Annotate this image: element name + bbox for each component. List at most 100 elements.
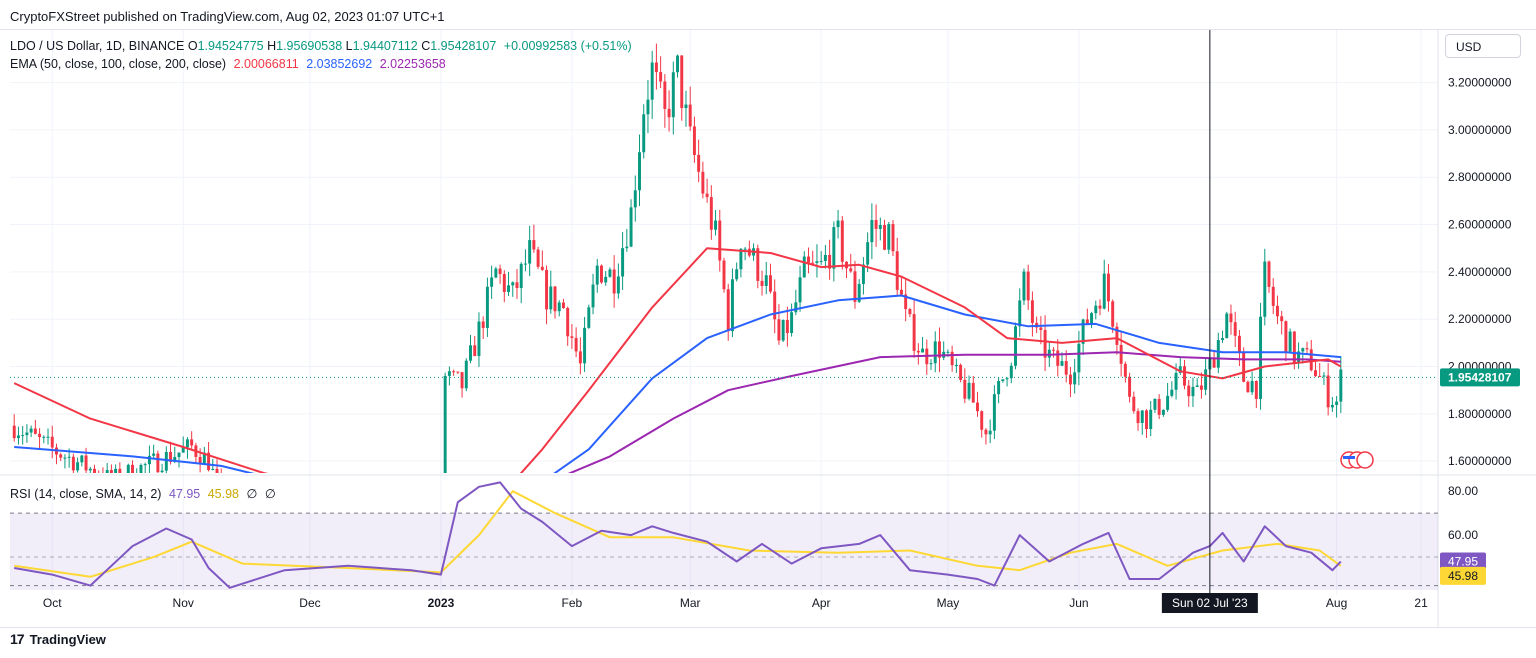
candle xyxy=(126,463,130,473)
ohlc-key-o: O xyxy=(187,39,198,53)
candle xyxy=(71,453,75,473)
candle xyxy=(1309,339,1313,372)
candle-body xyxy=(185,439,189,448)
candle-body xyxy=(1085,319,1089,324)
candle-body xyxy=(502,273,506,293)
candle-body xyxy=(490,277,494,287)
candle-body xyxy=(553,286,557,312)
candle xyxy=(608,267,612,278)
candle xyxy=(1339,355,1343,414)
candle xyxy=(773,279,777,334)
candle-body xyxy=(1060,361,1064,366)
candle-body xyxy=(781,319,785,341)
candle-body xyxy=(828,254,832,269)
candle-body xyxy=(1174,372,1178,390)
candle xyxy=(764,261,768,295)
candle-body xyxy=(532,240,536,250)
candle xyxy=(50,425,54,459)
candle xyxy=(1246,380,1250,393)
candle xyxy=(583,316,587,372)
candle xyxy=(1322,372,1326,385)
candle-body xyxy=(207,452,211,471)
rsi-tick-label: 60.00 xyxy=(1448,528,1478,542)
candle xyxy=(1014,322,1017,370)
candle-body xyxy=(790,312,794,334)
candle-body xyxy=(929,363,933,365)
candle-body xyxy=(540,266,544,270)
ohlc-value-h: 1.95690538 xyxy=(276,39,343,53)
candle-body xyxy=(654,62,658,73)
candle-body xyxy=(794,302,798,313)
price-tick-label: 3.00000000 xyxy=(1448,123,1512,137)
candle-body xyxy=(578,351,582,364)
candle-body xyxy=(1115,326,1119,345)
candle xyxy=(1001,379,1005,383)
candle xyxy=(1090,311,1094,329)
candle xyxy=(739,247,743,278)
ohlc-key-c: C xyxy=(417,39,431,53)
candle xyxy=(42,435,46,444)
candle-body xyxy=(646,99,650,115)
candle-body xyxy=(59,454,63,458)
candle xyxy=(460,371,464,398)
candle xyxy=(718,209,722,272)
candle xyxy=(464,358,468,392)
candle xyxy=(63,454,67,469)
candle xyxy=(109,464,113,473)
candle xyxy=(591,273,595,315)
currency-selector[interactable]: USD xyxy=(1445,34,1521,58)
candle-body xyxy=(1259,316,1263,399)
candle xyxy=(1330,396,1334,412)
candle xyxy=(46,428,50,445)
candle xyxy=(777,304,781,345)
candle xyxy=(997,377,1001,404)
candle xyxy=(519,262,523,304)
candle-body xyxy=(980,411,984,430)
candle-body xyxy=(1005,378,1009,380)
candle-body xyxy=(1119,344,1123,364)
candle xyxy=(1149,400,1153,437)
candle xyxy=(1271,278,1275,315)
candle-body xyxy=(1111,301,1115,327)
candle-body xyxy=(1145,410,1148,430)
price-tick-label: 2.40000000 xyxy=(1448,265,1512,279)
rsi-label: RSI (14, close, SMA, 14, 2) xyxy=(10,487,162,501)
candle-body xyxy=(1263,261,1267,317)
candle xyxy=(1225,311,1229,339)
candle-body xyxy=(498,268,502,274)
candle xyxy=(164,446,168,473)
candle xyxy=(1106,263,1110,312)
candle-body xyxy=(1314,370,1317,376)
candle-body xyxy=(959,364,963,380)
candle-body xyxy=(612,269,616,294)
price-pane xyxy=(12,43,1343,473)
candle-body xyxy=(507,285,511,293)
chart-canvas[interactable]: 1.600000001.800000002.000000002.20000000… xyxy=(0,30,1536,627)
candle xyxy=(490,265,494,299)
candle-body xyxy=(1098,305,1102,309)
candle xyxy=(443,372,447,473)
rsi-value-badge xyxy=(1440,552,1486,571)
candle-body xyxy=(621,248,625,277)
candle-body xyxy=(1077,343,1081,373)
candle-body xyxy=(895,251,899,290)
candle xyxy=(76,457,80,473)
chart-frame[interactable]: 1.60000000 1.80000000 2.00000000 2.20000000… xyxy=(0,29,1536,628)
candle-body xyxy=(583,327,587,364)
candle-body xyxy=(726,289,730,332)
candle xyxy=(730,268,734,338)
candle xyxy=(12,414,16,442)
candle xyxy=(118,462,122,473)
candle xyxy=(967,375,971,401)
candle xyxy=(160,463,164,473)
candle xyxy=(807,247,810,274)
candle-body xyxy=(71,456,75,471)
candle xyxy=(883,219,887,251)
candle-body xyxy=(1221,338,1225,341)
rsi-ma-badge-label: 45.98 xyxy=(1448,569,1478,583)
candle-body xyxy=(1204,369,1208,390)
publisher-header: CryptoFXStreet published on TradingView.… xyxy=(10,9,445,24)
candle xyxy=(59,452,63,462)
tradingview-footer[interactable]: 17 TradingView xyxy=(10,631,106,647)
candle xyxy=(477,312,481,367)
